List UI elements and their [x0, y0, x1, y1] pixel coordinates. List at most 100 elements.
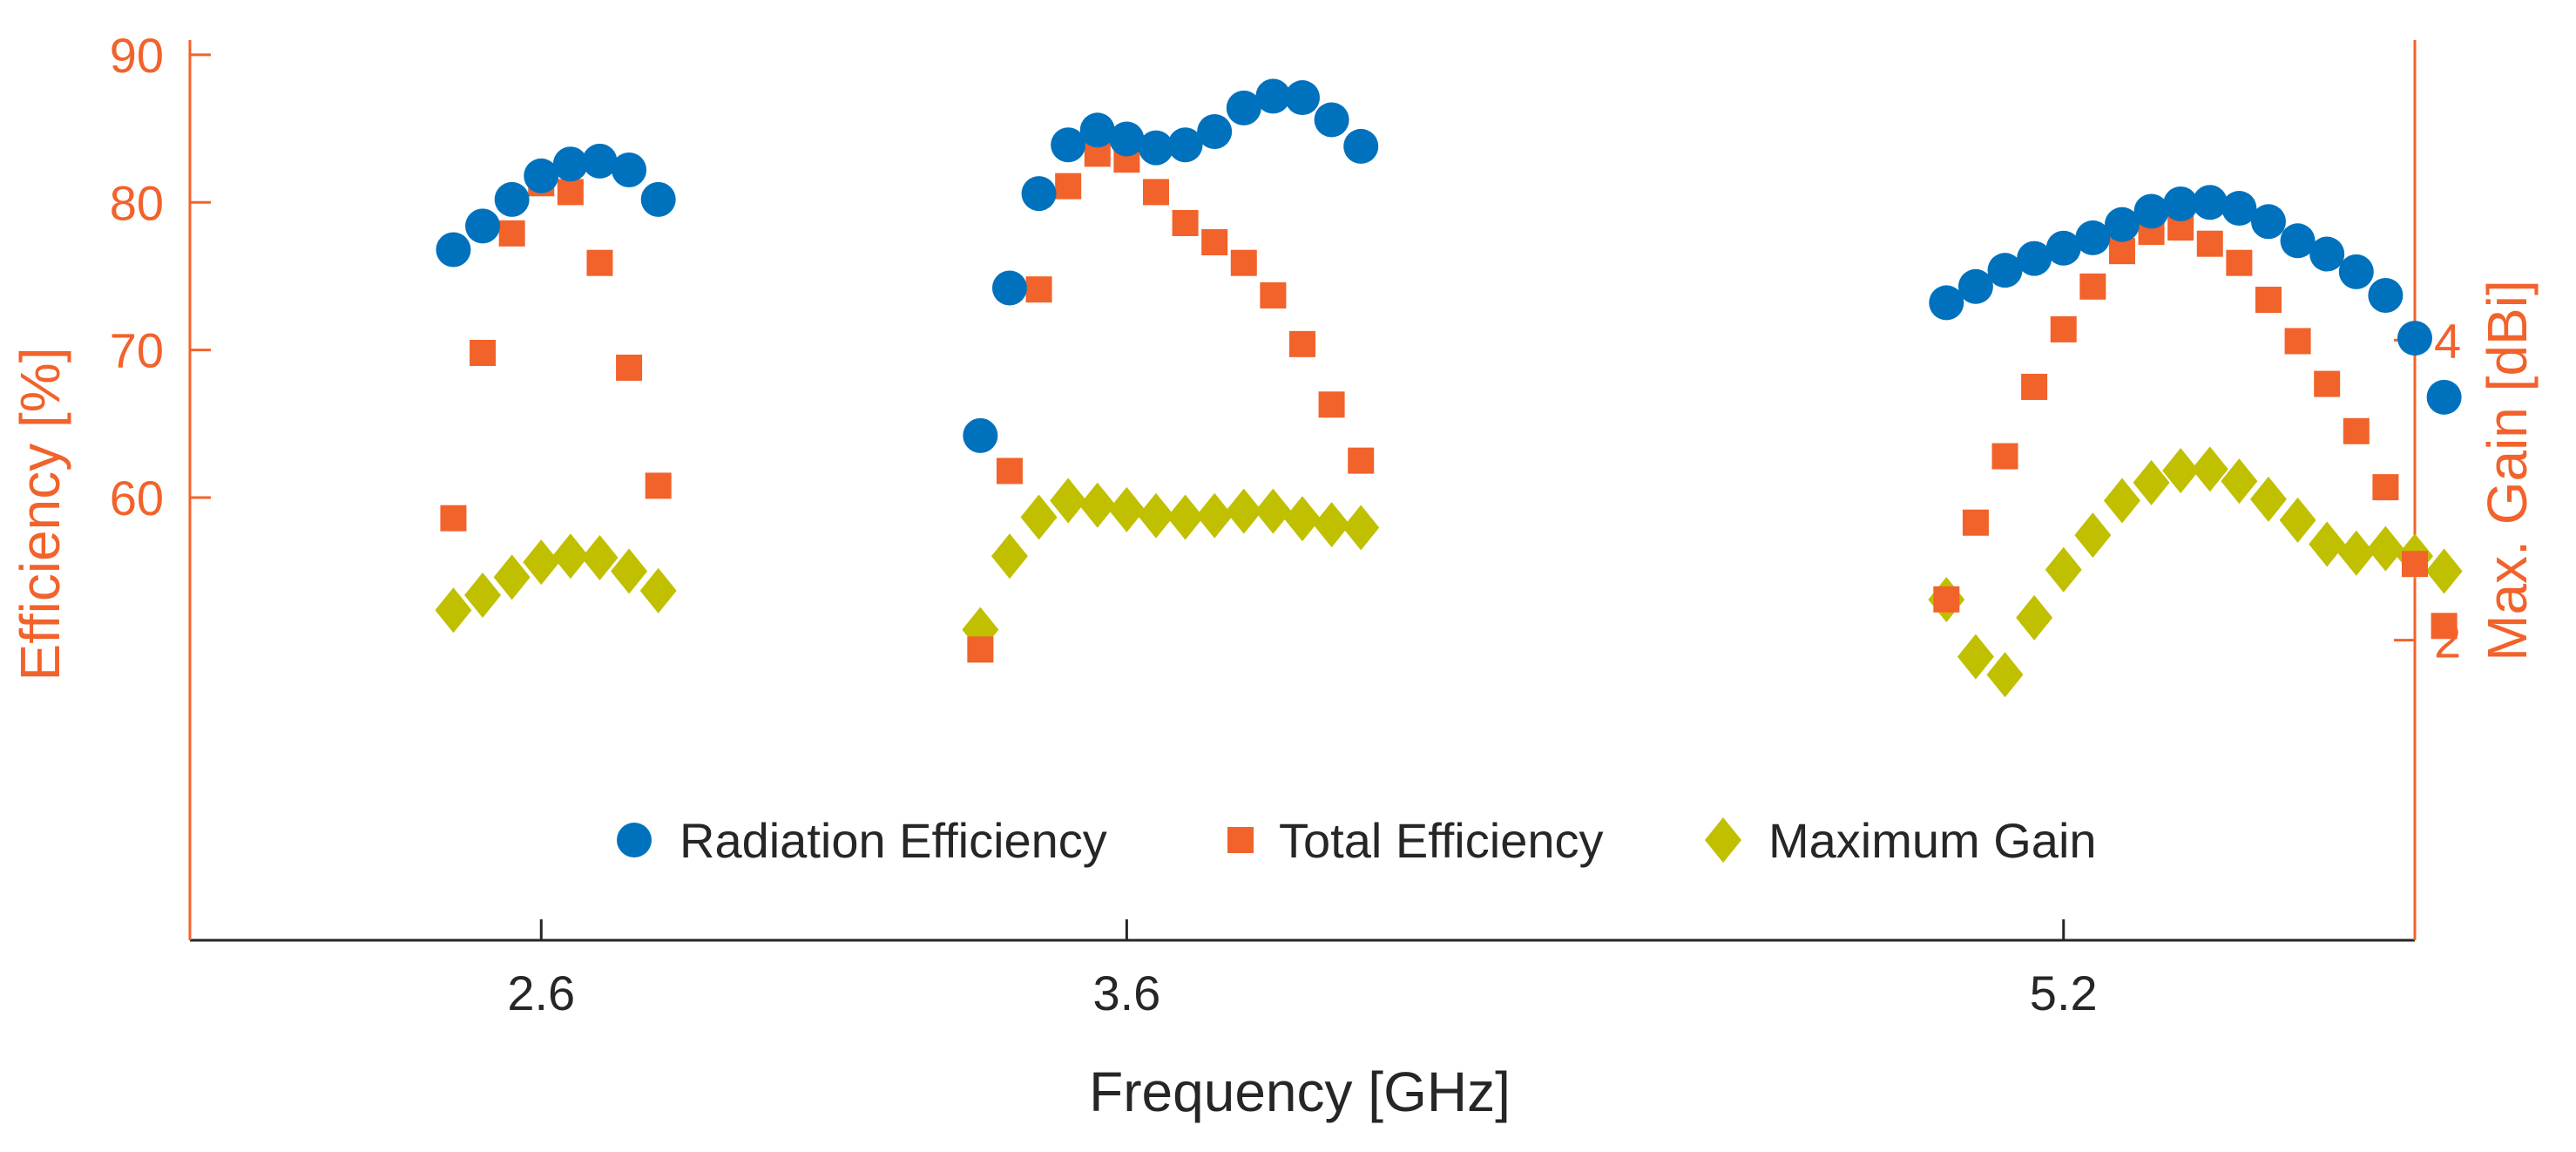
total-efficiency-point	[2108, 238, 2135, 265]
maximum-gain-point	[2367, 525, 2404, 572]
maximum-gain-point	[2249, 476, 2287, 522]
maximum-gain-point	[464, 573, 502, 619]
total-efficiency-point	[2343, 417, 2370, 444]
total-efficiency-point	[1230, 249, 1257, 276]
total-efficiency-point	[616, 354, 643, 381]
total-efficiency-point	[1142, 179, 1169, 206]
total-efficiency-point	[1055, 173, 1082, 200]
maximum-gain-point	[611, 548, 648, 594]
radiation-efficiency-point	[524, 158, 559, 193]
radiation-efficiency-point	[1079, 112, 1115, 148]
radiation-efficiency-point	[436, 232, 471, 268]
legend-label: Maximum Gain	[1768, 813, 2097, 868]
total-efficiency-point	[996, 457, 1023, 485]
total-efficiency-point	[2050, 315, 2077, 342]
x-tick-label: 5.2	[2030, 966, 2098, 1020]
maximum-gain-point	[1284, 496, 1321, 542]
total-efficiency-point	[2021, 373, 2048, 400]
radiation-efficiency-point	[2192, 185, 2228, 220]
total-efficiency-point	[1991, 443, 2018, 470]
radiation-efficiency-point	[2338, 254, 2374, 289]
legend: Radiation Efficiency Total Efficiency Maxi…	[617, 813, 2097, 868]
y-right-tick-label: 4	[2434, 313, 2461, 368]
maximum-gain-point	[1342, 505, 1380, 551]
radiation-efficiency-point	[2280, 223, 2316, 259]
radiation-efficiency-point	[582, 143, 618, 179]
radiation-efficiency-point	[494, 181, 530, 217]
total-efficiency-point	[557, 179, 584, 206]
maximum-gain-point	[551, 533, 589, 579]
maximum-gain-point	[2221, 458, 2258, 505]
total-efficiency-point	[1289, 330, 1315, 357]
radiation-efficiency-point	[1929, 285, 1964, 321]
radiation-efficiency-point	[640, 181, 676, 217]
maximum-gain-point	[1020, 494, 1058, 540]
total-efficiency-point	[1962, 509, 1989, 536]
radiation-efficiency-point	[2426, 379, 2462, 415]
radiation-efficiency-point	[1255, 78, 1291, 114]
maximum-gain-point	[523, 539, 560, 586]
total-efficiency-point	[1260, 281, 1287, 308]
total-efficiency-point	[2314, 370, 2341, 397]
total-efficiency-point	[2226, 249, 2253, 276]
maximum-gain-point	[1225, 488, 1262, 534]
maximum-gain-point	[1050, 478, 1087, 524]
total-efficiency-point	[2079, 273, 2106, 300]
total-efficiency-point	[470, 340, 497, 367]
total-efficiency-point	[1172, 209, 1199, 236]
radiation-efficiency-point	[1051, 127, 1086, 163]
radiation-efficiency-point	[2075, 220, 2111, 255]
maximum-gain-point	[493, 554, 531, 600]
total-efficiency-point	[2284, 328, 2311, 355]
radiation-efficiency-point	[2397, 321, 2432, 356]
maximum-gain-point	[1196, 492, 1234, 539]
total-efficiency-point	[1201, 229, 1228, 256]
y-left-tick-label: 60	[110, 471, 164, 525]
maximum-gain-point	[2191, 446, 2228, 492]
radiation-efficiency-point	[1226, 90, 1261, 125]
maximum-gain-point	[1078, 482, 1116, 528]
maximum-gain-point	[1313, 502, 1350, 548]
maximum-gain-point	[1957, 634, 1994, 680]
total-efficiency-point	[1318, 391, 1345, 418]
maximum-gain-point	[435, 587, 472, 634]
radiation-efficiency-point	[552, 146, 588, 182]
maximum-gain-point	[581, 534, 619, 580]
total-efficiency-point	[440, 505, 467, 532]
radiation-efficiency-point	[2368, 277, 2404, 313]
maximum-gain-point	[2337, 530, 2375, 576]
radiation-efficiency-point	[1957, 268, 1993, 304]
total-efficiency-point	[2196, 230, 2223, 257]
total-efficiency-point	[1933, 586, 1960, 613]
total-efficiency-point	[2372, 474, 2399, 501]
radiation-efficiency-point	[1987, 253, 2023, 288]
maximum-gain-point	[2045, 546, 2082, 593]
x-axis-label: Frequency [GHz]	[1089, 1061, 1511, 1123]
x-tick-label: 2.6	[507, 966, 575, 1020]
radiation-efficiency-point	[2221, 191, 2257, 227]
maximum-gain-point	[639, 567, 677, 613]
axes	[188, 40, 2417, 942]
radiation-efficiency-point	[1138, 130, 1173, 166]
y-axis-right-label: Max. Gain [dBi]	[2476, 280, 2539, 661]
radiation-efficiency-point	[2104, 207, 2140, 242]
maximum-gain-point	[2016, 594, 2053, 640]
maximum-gain-point	[1108, 486, 1146, 532]
maximum-gain-point	[2309, 521, 2346, 567]
total-efficiency-point	[967, 636, 994, 663]
radiation-efficiency-point	[2045, 230, 2081, 266]
radiation-efficiency-point	[2309, 236, 2345, 272]
radiation-efficiency-point	[2250, 204, 2286, 240]
total-efficiency-point	[2402, 551, 2428, 578]
radiation-efficiency-point	[1167, 127, 1203, 163]
radiation-efficiency-point	[2133, 193, 2169, 229]
y-left-tick-label: 80	[110, 175, 164, 230]
maximum-gain-point	[1166, 494, 1204, 540]
radiation-efficiency-point	[612, 152, 647, 188]
total-efficiency-point	[498, 220, 525, 247]
radiation-efficiency-point	[991, 270, 1027, 306]
legend-entry-total-efficiency: Total Efficiency	[1227, 813, 1603, 868]
